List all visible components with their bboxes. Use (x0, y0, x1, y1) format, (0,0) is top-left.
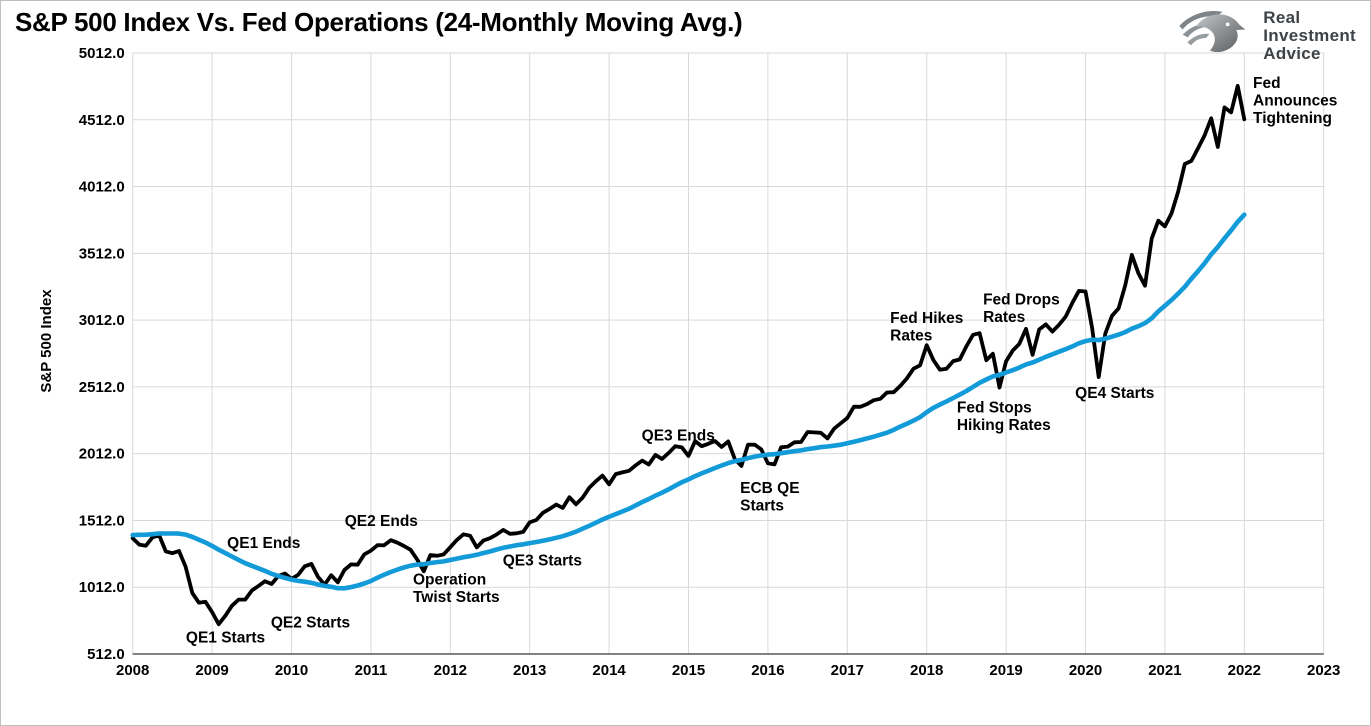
annotation-qe1-starts: QE1 Starts (186, 629, 265, 646)
eagle-icon (1179, 10, 1246, 53)
sp500-line (130, 84, 1247, 627)
y-tick-label: 1012.0 (79, 579, 125, 596)
x-tick-label: 2023 (1307, 662, 1340, 679)
x-tick-label: 2014 (592, 662, 626, 679)
y-tick-label: 4512.0 (79, 112, 125, 129)
x-tick-label: 2019 (989, 662, 1022, 679)
annotation-qe1-ends: QE1 Ends (227, 535, 300, 552)
x-tick-label: 2015 (672, 662, 705, 679)
annotations: QE1 Starts QE1 Ends QE2 Starts QE2 Ends Oper… (186, 75, 1338, 646)
x-tick-label: 2017 (831, 662, 864, 679)
x-tick-label: 2013 (513, 662, 546, 679)
annotation-ecb-qe: ECB QE Starts (740, 480, 799, 514)
annotation-qe3-ends: QE3 Ends (642, 428, 715, 445)
annotation-qe4-starts: QE4 Starts (1075, 385, 1154, 402)
logo-line-1: Real (1263, 8, 1301, 27)
annotation-fed-stops: Fed Stops Hiking Rates (957, 400, 1051, 435)
logo-line-2: Investment (1263, 25, 1356, 45)
y-tick-label: 2512.0 (79, 379, 125, 396)
y-tick-label: 512.0 (87, 646, 125, 663)
logo-wordmark: Real Investment Advice (1263, 9, 1356, 63)
x-tick-label: 2022 (1228, 662, 1261, 679)
x-tick-label: 2018 (910, 662, 943, 679)
annotation-qe2-ends: QE2 Ends (345, 513, 418, 530)
x-tick-label: 2020 (1069, 662, 1102, 679)
annotation-operation: Operation Twist Starts (413, 571, 500, 606)
annotation-fed-hikes: Fed Hikes Rates (890, 310, 963, 345)
real-investment-advice-logo: Real Investment Advice (1177, 5, 1356, 63)
moving-average-line (130, 212, 1247, 591)
y-tick-label: 3012.0 (79, 312, 125, 329)
y-tick-label: 5012.0 (79, 45, 125, 62)
y-axis-title: S&P 500 Index (38, 289, 55, 393)
annotation-qe3-starts: QE3 Starts (503, 553, 582, 570)
x-tick-label: 2016 (751, 662, 784, 679)
y-tick-label: 3512.0 (79, 245, 125, 262)
series-lines (130, 84, 1247, 627)
gridlines (132, 52, 1325, 655)
y-tick-label: 2012.0 (79, 446, 125, 463)
x-tick-label: 2012 (434, 662, 467, 679)
x-tick-label: 2021 (1148, 662, 1181, 679)
x-tick-label: 2009 (195, 662, 228, 679)
annotation-fed-drops: Fed Drops Rates (983, 292, 1060, 327)
y-tick-label: 1512.0 (79, 512, 125, 529)
x-tick-label: 2010 (275, 662, 308, 679)
x-tick-label: 2011 (355, 662, 388, 679)
annotation-qe2-starts: QE2 Starts (271, 614, 350, 631)
y-tick-label: 4012.0 (79, 179, 125, 196)
x-tick-label: 2008 (116, 662, 149, 679)
tick-labels: 512.0 1012.0 1512.0 2012.0 2512.0 3012.0 3512.… (79, 45, 1341, 679)
logo-line-3: Advice (1263, 43, 1321, 63)
chart-title: S&P 500 Index Vs. Fed Operations (24-Mon… (15, 7, 743, 37)
annotation-fed: Fed Announces Tightening (1253, 75, 1337, 127)
